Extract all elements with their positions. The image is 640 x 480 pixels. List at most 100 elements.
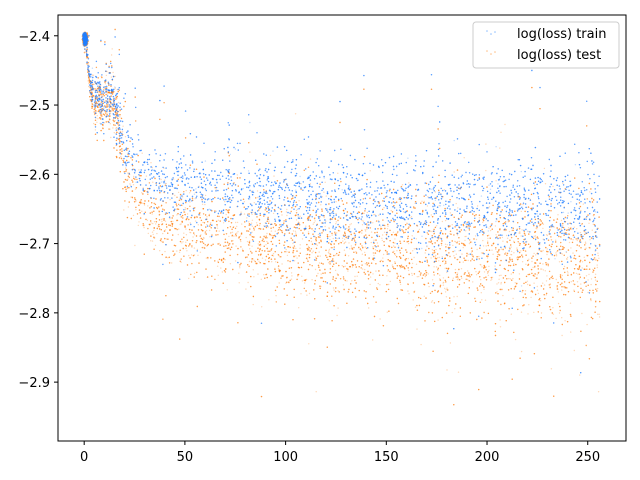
data-point — [247, 213, 249, 215]
data-point — [561, 289, 563, 291]
data-point — [359, 206, 361, 208]
data-point — [518, 251, 521, 254]
data-point — [164, 229, 167, 231]
data-point — [522, 203, 524, 206]
data-point — [557, 302, 560, 305]
data-point — [338, 254, 340, 256]
data-point — [130, 196, 132, 198]
data-point — [284, 241, 286, 243]
data-point — [173, 254, 175, 257]
data-point — [413, 256, 415, 259]
data-point — [88, 75, 90, 77]
data-point — [268, 220, 270, 222]
data-point — [295, 232, 297, 234]
data-point — [86, 61, 88, 63]
data-point — [399, 283, 402, 286]
data-point — [386, 228, 389, 230]
data-point — [276, 180, 279, 182]
data-point — [338, 225, 341, 228]
data-point — [426, 205, 429, 207]
data-point — [313, 221, 315, 224]
data-point — [382, 253, 385, 256]
data-point — [512, 221, 515, 223]
data-point — [434, 191, 437, 193]
data-point — [257, 243, 259, 245]
data-point — [227, 216, 229, 218]
data-point — [566, 270, 569, 273]
data-point — [101, 96, 103, 98]
data-point — [430, 230, 432, 233]
data-point — [464, 272, 466, 274]
data-point — [402, 218, 405, 220]
data-point — [278, 207, 281, 210]
data-point — [507, 221, 509, 223]
data-point — [548, 278, 551, 280]
data-point — [100, 110, 103, 113]
data-point — [290, 278, 293, 280]
data-point — [309, 183, 312, 185]
data-point — [596, 264, 598, 266]
data-point — [399, 200, 402, 203]
data-point — [579, 231, 582, 234]
data-point — [271, 261, 273, 263]
data-point — [332, 287, 335, 289]
data-point — [93, 83, 95, 86]
data-point — [445, 254, 447, 256]
data-point — [343, 242, 346, 244]
data-point — [456, 229, 458, 231]
data-point — [308, 256, 311, 259]
data-point — [165, 256, 167, 259]
data-point — [315, 391, 317, 393]
data-point — [252, 258, 254, 260]
data-point — [520, 250, 522, 252]
data-point — [456, 278, 458, 281]
data-point — [344, 265, 346, 267]
data-point — [435, 266, 438, 268]
data-point — [402, 211, 405, 213]
data-point — [324, 225, 326, 228]
data-point — [373, 259, 375, 261]
data-point — [546, 248, 548, 250]
data-point — [522, 305, 524, 307]
data-point — [410, 241, 412, 243]
data-point — [403, 266, 406, 268]
data-point — [99, 122, 101, 125]
data-point — [451, 224, 453, 226]
data-point — [119, 116, 121, 118]
data-point — [312, 223, 314, 225]
data-point — [514, 282, 516, 284]
data-point — [99, 98, 102, 100]
data-point — [539, 244, 541, 246]
data-point — [442, 260, 444, 263]
data-point — [438, 256, 440, 259]
data-point — [190, 232, 192, 234]
data-point — [370, 241, 372, 244]
data-point — [115, 126, 118, 129]
data-point — [421, 200, 423, 202]
data-point — [160, 229, 162, 231]
data-point — [287, 246, 290, 248]
data-point — [506, 241, 509, 244]
data-point — [449, 233, 451, 235]
data-point — [545, 294, 547, 296]
data-point — [119, 149, 121, 151]
data-point — [105, 112, 107, 114]
data-point — [247, 281, 249, 284]
data-point — [551, 225, 553, 227]
data-point — [542, 238, 544, 240]
data-point — [354, 287, 356, 289]
data-point — [420, 202, 422, 204]
data-point — [456, 169, 459, 171]
data-point — [239, 267, 241, 269]
data-point — [120, 131, 122, 133]
data-point — [364, 273, 367, 275]
data-point — [376, 242, 379, 244]
data-point — [118, 138, 121, 140]
data-point — [317, 233, 320, 236]
data-point — [164, 250, 166, 253]
data-point — [143, 204, 146, 206]
data-point — [577, 273, 579, 275]
data-point — [99, 92, 102, 94]
data-point — [109, 97, 111, 100]
data-point — [104, 112, 107, 114]
